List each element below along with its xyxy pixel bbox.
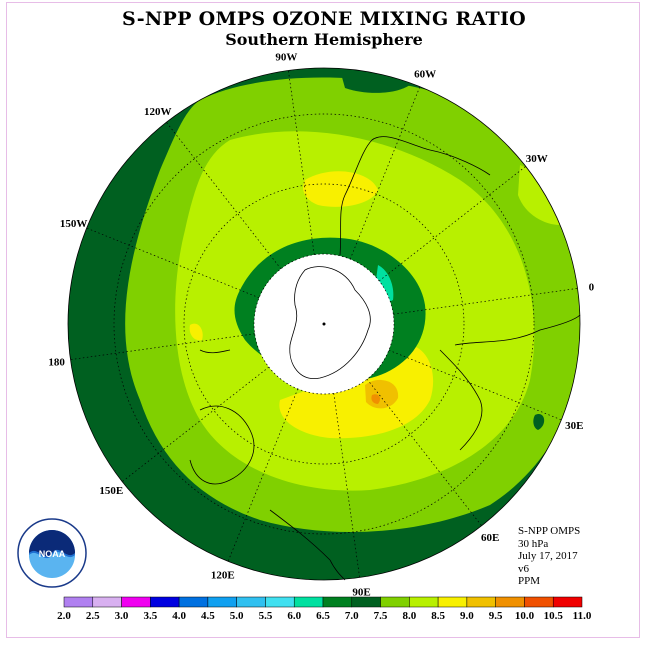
colorbar-box	[265, 596, 295, 608]
colorbar-box	[63, 596, 94, 608]
colorbar-box	[121, 596, 151, 608]
colorbar-label: 3.5	[143, 610, 157, 622]
colorbar-label: 9.5	[489, 610, 503, 622]
longitude-label: 60W	[414, 69, 436, 81]
meridian-line	[166, 122, 282, 270]
meridian-line	[86, 227, 260, 299]
colorbar-label: 4.5	[201, 610, 215, 622]
longitude-label: 90E	[352, 586, 370, 598]
longitude-label: 90W	[275, 52, 297, 64]
longitude-label: 150E	[99, 485, 123, 497]
colorbar-box	[380, 596, 410, 608]
meridian-line	[378, 166, 526, 282]
colorbar-label: 6.0	[287, 610, 301, 622]
noaa-logo-icon: NOAA	[17, 518, 87, 588]
south-pole-marker	[322, 322, 326, 326]
info-version: v6	[518, 562, 529, 575]
map-border	[67, 67, 581, 581]
colorbar-label: 2.5	[86, 610, 100, 622]
longitude-label: 30E	[565, 420, 583, 432]
colorbar-label: 3.0	[115, 610, 129, 622]
colorbar-box	[351, 596, 381, 608]
colorbar-box	[524, 596, 554, 608]
colorbar-box	[236, 596, 266, 608]
longitude-label: 120E	[211, 569, 235, 581]
map-frame	[6, 2, 640, 638]
meridian-line	[393, 288, 578, 315]
longitude-label: 180	[48, 357, 65, 369]
colorbar-boxes	[63, 596, 583, 608]
colorbar-box	[293, 596, 324, 608]
colorbar-box	[437, 596, 468, 608]
colorbar-label: 10.0	[515, 610, 535, 622]
coastlines	[189, 136, 581, 581]
info-instrument: S-NPP OMPS	[518, 525, 581, 537]
longitude-label: 150W	[60, 218, 88, 230]
colorbar-box	[92, 596, 122, 608]
meridian-line	[70, 333, 255, 360]
info-level: 30 hPa	[518, 537, 549, 550]
meridian-line	[388, 349, 562, 421]
info-units: PPM	[518, 575, 541, 588]
longitude-label: 120W	[144, 106, 172, 118]
info-block: S-NPP OMPS 30 hPa July 17, 2017 v6 PPM	[518, 525, 580, 588]
longitude-label: 0	[589, 281, 595, 293]
graticule	[113, 113, 535, 535]
longitude-label: 30W	[526, 153, 548, 165]
map-title: S-NPP OMPS OZONE MIXING RATIO	[121, 8, 527, 30]
colorbar-label: 4.0	[172, 610, 186, 622]
colorbar-label: 11.0	[573, 610, 592, 622]
colorbar-label: 2.0	[57, 610, 71, 622]
colorbar-label: 6.5	[316, 610, 330, 622]
colorbar-label: 8.5	[431, 610, 445, 622]
meridian-line	[366, 378, 482, 526]
colorbar-label: 8.0	[402, 610, 416, 622]
map-subtitle: Southern Hemisphere	[225, 30, 423, 49]
logo-text: NOAA	[39, 549, 66, 559]
info-date: July 17, 2017	[518, 550, 578, 563]
longitude-labels: 90W 60W 30W 0 30E 60E 90E 120E 150E 180 150W 120W	[48, 52, 594, 599]
colorbar-label: 5.5	[259, 610, 273, 622]
meridian-line	[288, 70, 315, 255]
meridian-line	[333, 393, 360, 578]
colorbar-label: 5.0	[230, 610, 244, 622]
colorbar-label: 10.5	[544, 610, 564, 622]
longitude-label: 60E	[481, 532, 499, 544]
colorbar-label: 7.0	[345, 610, 359, 622]
colorbar-box	[409, 596, 439, 608]
colorbar-box	[178, 596, 209, 608]
meridian-line	[227, 388, 299, 562]
colorbar-box	[466, 596, 496, 608]
colorbar-box	[552, 596, 583, 608]
colorbar-labels: 2.0 2.5 3.0 3.5 4.0 4.5 5.0 5.5 6.0 6.5 7.0 7.5 8.0 8…	[57, 610, 592, 622]
meridian-line	[349, 86, 421, 260]
meridian-line	[122, 366, 270, 482]
colorbar-box	[495, 596, 525, 608]
colorbar-label: 7.5	[374, 610, 388, 622]
colorbar-label: 9.0	[460, 610, 474, 622]
colorbar-box	[150, 596, 180, 608]
colorbar-box	[207, 596, 237, 608]
colorbar-box	[322, 596, 353, 608]
meridians	[70, 70, 578, 578]
